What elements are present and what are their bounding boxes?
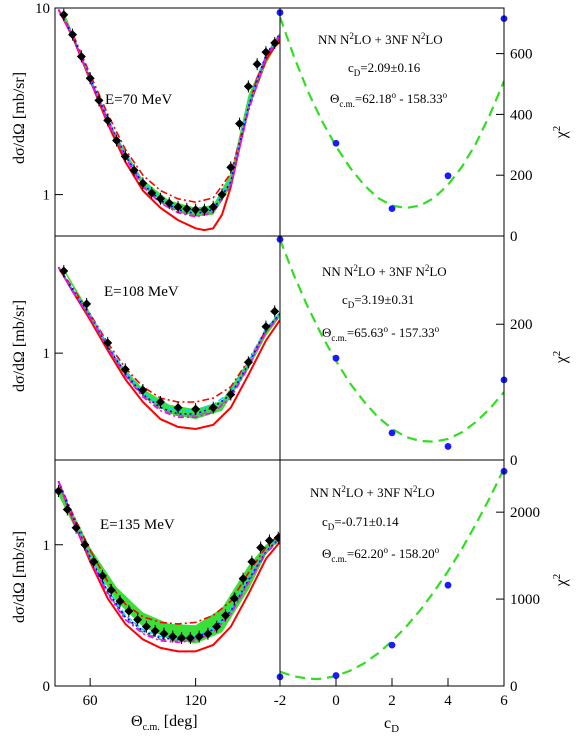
theory-curve-dash-cyan <box>57 266 280 412</box>
y-axis-label-top-right: χ2 <box>551 126 570 140</box>
y-tick-label: 0 <box>43 679 51 695</box>
y-tick-label: 200 <box>510 168 533 184</box>
annotation-mid-line1: NN N2LO + 3NF N2LO <box>322 263 447 279</box>
y-tick-label: 1000 <box>510 592 540 608</box>
annotation-top-line3: Θc.m.=62.18o - 158.33o <box>330 90 448 109</box>
theory-curve-dot-blue <box>57 9 280 215</box>
chi2-fit-curve <box>280 16 504 210</box>
theory-curve-dash-dot-red <box>57 266 280 403</box>
annotation-bottom-line3: Θc.m.=62.20o - 158.20o <box>322 545 440 564</box>
y-tick-label: 2000 <box>510 505 540 521</box>
y-tick-label: 0 <box>510 453 518 469</box>
theory-curve-solid-red <box>57 480 280 653</box>
annotation-bottom-line2: cD=-0.71±0.14 <box>322 514 399 532</box>
annotation-mid-line3: Θc.m.=65.63o - 157.33o <box>322 324 440 343</box>
y-axis-label-bottom-left: dσ/dΩ [mb/sr] <box>11 531 28 623</box>
x-axis-label-right: cD <box>384 715 399 735</box>
theory-curve-dash-dot-red <box>57 480 280 625</box>
theory-curve-solid-red <box>57 266 280 431</box>
chi2-point <box>388 641 396 649</box>
y-tick-label: 1 <box>43 188 51 204</box>
y-tick-label: 10 <box>35 1 50 17</box>
y-tick-label: 600 <box>510 47 533 63</box>
annotation-bottom-line1: NN N2LO + 3NF N2LO <box>310 484 435 500</box>
text-labels: E=70 MeV E=108 MeV E=135 MeV NN N2LO + 3… <box>11 31 570 735</box>
x-axis-label-left: Θc.m. [deg] <box>131 713 198 733</box>
data-markers <box>55 8 508 681</box>
fit-curves <box>280 16 504 681</box>
chi2-point <box>388 205 396 213</box>
x-tick-label: 6 <box>500 693 508 709</box>
chi2-point <box>444 581 452 589</box>
x-tick-label: 0 <box>332 693 340 709</box>
x-tick-label: -2 <box>274 693 287 709</box>
y-axis-label-middle-right: χ2 <box>551 351 570 365</box>
y-tick-label: 400 <box>510 107 533 123</box>
theory-curve-dash-dot-magenta <box>57 266 280 419</box>
chi2-point <box>332 354 340 362</box>
energy-label-108: E=108 MeV <box>104 284 179 300</box>
annotation-mid-line2: cD=3.19±0.31 <box>342 292 414 310</box>
x-tick-label: 4 <box>444 693 452 709</box>
chi2-point <box>332 139 340 147</box>
chi2-point <box>444 443 452 450</box>
y-axis-label-top-left: dσ/dΩ [mb/sr] <box>11 72 28 164</box>
y-tick-label: 1 <box>43 346 51 362</box>
theory-curve-dot-blue <box>57 480 280 641</box>
x-tick-label: 2 <box>388 693 396 709</box>
panel-frame <box>54 235 281 461</box>
energy-label-70: E=70 MeV <box>105 92 172 108</box>
chi2-point <box>332 672 340 679</box>
theory-curve-solid-red <box>57 9 280 232</box>
chi2-fit-curve <box>280 468 504 681</box>
y-axis-label-bottom-right: χ2 <box>551 574 570 588</box>
annotation-top-line1: NN N2LO + 3NF N2LO <box>318 31 443 47</box>
chi2-point <box>444 172 452 180</box>
y-axis-label-middle-left: dσ/dΩ [mb/sr] <box>11 300 28 392</box>
y-tick-label: 200 <box>510 317 533 333</box>
panel-frames <box>54 7 505 687</box>
x-tick-label: 60 <box>83 693 98 709</box>
x-tick-label: 120 <box>184 693 207 709</box>
chi2-point <box>388 429 396 437</box>
y-tick-label: 1 <box>43 538 51 554</box>
energy-label-135: E=135 MeV <box>100 517 175 533</box>
theory-curve-dash-dot-magenta <box>57 9 280 218</box>
y-tick-label: 0 <box>510 679 518 695</box>
annotation-top-line2: cD=2.09±0.16 <box>348 60 421 78</box>
theory-curve-dot-blue <box>57 266 280 415</box>
y-tick-label: 0 <box>510 229 518 245</box>
